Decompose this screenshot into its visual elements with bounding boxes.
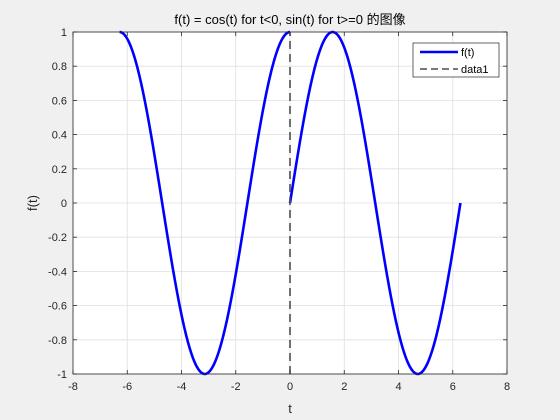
x-tick-label: 6 xyxy=(450,381,456,393)
legend-label-data1: data1 xyxy=(461,64,489,76)
y-tick-label: -1 xyxy=(57,369,67,381)
series-ft-segment-sin xyxy=(288,30,462,376)
y-tick-label: 0.6 xyxy=(52,95,67,107)
y-tick-labels: -1 -0.8 -0.6 -0.4 -0.2 0 0.2 0.4 0.6 0.8 1 xyxy=(48,27,67,381)
x-tick-label: -6 xyxy=(122,381,132,393)
y-tick-label: -0.6 xyxy=(48,301,67,313)
x-tick-label: 2 xyxy=(341,381,347,393)
x-tick-labels: -8 -6 -4 -2 0 2 4 6 8 xyxy=(68,381,510,393)
y-tick-label: -0.4 xyxy=(48,266,67,278)
chart-title: f(t) = cos(t) for t<0, sin(t) for t>=0 的… xyxy=(174,12,405,27)
x-tick-label: 4 xyxy=(395,381,401,393)
x-tick-label: 8 xyxy=(504,381,510,393)
y-tick-label: 0.2 xyxy=(52,164,67,176)
x-tick-label: -2 xyxy=(231,381,241,393)
x-tick-label: -8 xyxy=(68,381,78,393)
y-tick-label: 1 xyxy=(61,27,67,39)
ticks xyxy=(72,31,508,375)
y-tick-label: 0.4 xyxy=(52,130,67,142)
legend-label-ft: f(t) xyxy=(461,47,474,59)
y-tick-label: 0 xyxy=(61,198,67,210)
x-tick-label: 0 xyxy=(287,381,293,393)
x-axis-label: t xyxy=(288,401,292,416)
y-tick-label: 0.8 xyxy=(52,61,67,73)
x-tick-label: -4 xyxy=(177,381,187,393)
y-axis-label: f(t) xyxy=(25,195,40,211)
y-tick-label: -0.2 xyxy=(48,232,67,244)
y-tick-label: -0.8 xyxy=(48,335,67,347)
legend-box xyxy=(412,42,500,78)
legend: f(t) data1 xyxy=(412,42,500,78)
